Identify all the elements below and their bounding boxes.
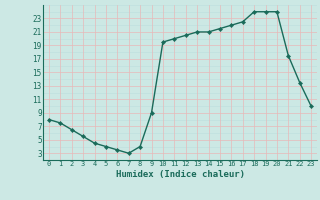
X-axis label: Humidex (Indice chaleur): Humidex (Indice chaleur) xyxy=(116,170,244,179)
